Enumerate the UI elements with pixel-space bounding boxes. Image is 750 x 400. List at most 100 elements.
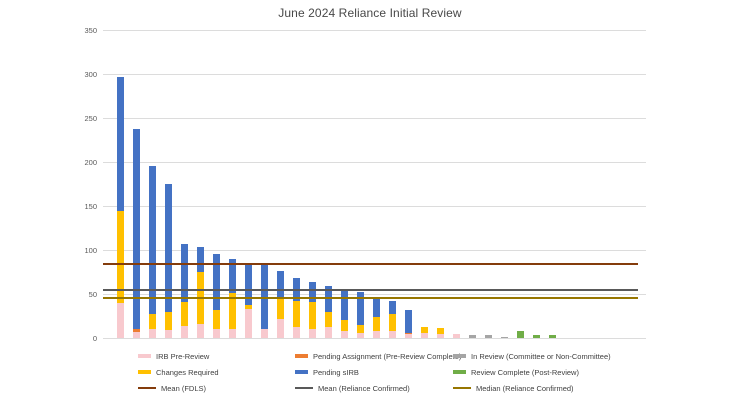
legend-item-irb-pre-review: IRB Pre-Review [138,349,209,363]
bar-17-segment-irb-pre-review [373,330,380,338]
bar-11-segment-irb-pre-review [277,318,284,338]
bar-19-segment-irb-pre-review [405,334,412,338]
bar-9-segment-changes-required [245,304,252,309]
bar-7-segment-pending-sirb [213,254,220,310]
legend-label: IRB Pre-Review [156,351,210,361]
gridline-50 [103,293,646,295]
bar-19-segment-pending-assignment-pre-review-complete [405,332,412,335]
legend-swatch-pending-assignment-pre-review-complete [295,354,308,358]
bar-18-segment-changes-required [389,314,396,331]
bar-13-segment-irb-pre-review [309,329,316,338]
legend-item-median-reliance-confirmed: Median (Reliance Confirmed) [453,381,574,395]
bar-7-segment-changes-required [213,309,220,330]
legend-item-changes-required: Changes Required [138,365,219,379]
bar-16-segment-changes-required [357,324,364,333]
gridline-350 [103,29,646,31]
bar-20-segment-changes-required [421,326,428,333]
y-tick-label: 50 [88,289,97,299]
y-tick-label: 300 [84,69,97,79]
bar-5-segment-irb-pre-review [181,325,188,338]
bar-13-segment-pending-sirb [309,281,316,302]
gridline-250 [103,117,646,119]
bar-4-segment-changes-required [165,312,172,331]
legend-item-mean-reliance-confirmed: Mean (Reliance Confirmed) [295,381,410,395]
legend-swatch-in-review-committee-or-non-committee [453,354,466,358]
bar-1-segment-changes-required [117,211,124,303]
gridline-150 [103,205,646,207]
legend-label: In Review (Committee or Non-Committee) [471,351,611,361]
bar-6-segment-pending-sirb [197,247,204,272]
bar-5-segment-changes-required [181,301,188,326]
y-tick-label: 350 [84,25,97,35]
median-reliance-confirmed-line [103,296,638,299]
legend-item-pending-sirb: Pending sIRB [295,365,359,379]
bar-14-segment-irb-pre-review [325,327,332,338]
mean-reliance-confirmed-line [103,288,638,291]
y-tick-label: 0 [92,333,97,343]
bar-9-segment-irb-pre-review [245,308,252,338]
legend-label: Review Complete (Post-Review) [471,367,579,377]
legend-item-in-review-committee-or-non-committee: In Review (Committee or Non-Committee) [453,349,611,363]
bar-18-segment-pending-sirb [389,301,396,315]
gridline-0 [103,337,646,339]
bar-4-segment-pending-sirb [165,184,172,313]
legend-line-marker-mean-reliance-confirmed [295,387,313,389]
bar-12-segment-changes-required [293,301,300,328]
bar-2-segment-pending-sirb [133,129,140,330]
bar-3-segment-irb-pre-review [149,329,156,338]
bar-4-segment-irb-pre-review [165,330,172,338]
legend-swatch-irb-pre-review [138,354,151,358]
bar-14-segment-pending-sirb [325,286,332,313]
bar-7-segment-irb-pre-review [213,329,220,338]
bar-1-segment-pending-sirb [117,76,124,212]
legend-label: Pending Assignment (Pre-Review Complete) [313,351,462,361]
bar-12-segment-irb-pre-review [293,327,300,338]
bar-21-segment-irb-pre-review [437,334,444,338]
bar-25-segment-in-review-committee-or-non-committee [501,337,508,338]
mean-fdls-line [103,263,638,266]
legend-label: Pending sIRB [313,367,359,377]
gridline-300 [103,73,646,75]
bar-2-segment-irb-pre-review [133,331,140,338]
legend-item-mean-fdls: Mean (FDLS) [138,381,206,395]
bar-15-segment-pending-sirb [341,289,348,321]
gridline-200 [103,161,646,163]
bar-22-segment-irb-pre-review [453,333,460,338]
bar-11-segment-changes-required [277,298,284,319]
legend-swatch-changes-required [138,370,151,374]
legend-label: Changes Required [156,367,219,377]
y-tick-label: 250 [84,113,97,123]
y-tick-label: 200 [84,157,97,167]
bar-15-segment-changes-required [341,320,348,331]
bar-10-segment-irb-pre-review [261,329,268,338]
y-tick-label: 150 [84,201,97,211]
chart-title: June 2024 Reliance Initial Review [278,6,462,20]
bar-27-segment-review-complete-post-review [533,335,540,338]
bar-20-segment-irb-pre-review [421,332,428,338]
legend-swatch-pending-sirb [295,370,308,374]
bar-1-segment-irb-pre-review [117,302,124,338]
legend-label: Mean (Reliance Confirmed) [318,383,410,393]
bar-17-segment-changes-required [373,316,380,331]
bar-5-segment-pending-sirb [181,243,188,302]
bar-6-segment-irb-pre-review [197,323,204,338]
legend-swatch-review-complete-post-review [453,370,466,374]
bar-19-segment-pending-sirb [405,309,412,333]
legend-item-pending-assignment-pre-review-complete: Pending Assignment (Pre-Review Complete) [295,349,461,363]
bar-28-segment-review-complete-post-review [549,335,556,338]
legend-line-marker-median-reliance-confirmed [453,387,471,389]
bar-15-segment-irb-pre-review [341,330,348,338]
bar-8-segment-pending-sirb [229,258,236,294]
bar-16-segment-pending-sirb [357,292,364,325]
legend-line-marker-mean-fdls [138,387,156,389]
bar-18-segment-irb-pre-review [389,330,396,338]
bar-21-segment-changes-required [437,328,444,335]
bar-16-segment-irb-pre-review [357,332,364,338]
bar-17-segment-pending-sirb [373,298,380,317]
bar-26-segment-review-complete-post-review [517,330,524,338]
bar-23-segment-in-review-committee-or-non-committee [469,335,476,338]
